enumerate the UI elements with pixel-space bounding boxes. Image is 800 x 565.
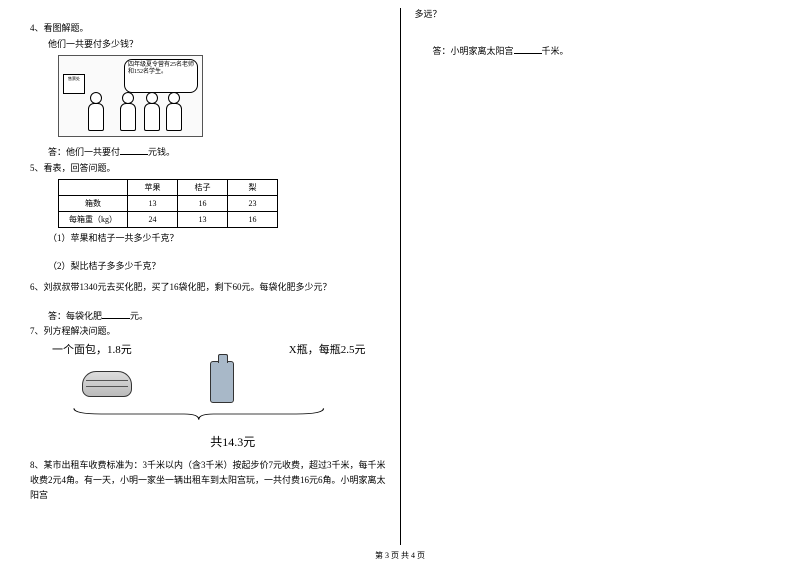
q4-subtext: 他们一共要付多少钱？: [30, 38, 386, 52]
table-row: 箱数 13 16 23: [59, 196, 278, 212]
q7-products: [52, 361, 366, 431]
table-cell: 24: [128, 212, 178, 228]
table-cell: 箱数: [59, 196, 128, 212]
q8-ans-prefix: 答：小明家离太阳宫: [433, 46, 514, 56]
ticket-sign: 售票处: [63, 74, 85, 94]
blank-field[interactable]: [514, 44, 542, 54]
table-cell: 13: [178, 212, 228, 228]
table-cell: 16: [178, 196, 228, 212]
q6-ans-prefix: 答：每袋化肥: [48, 311, 102, 321]
brace-icon: [72, 407, 326, 421]
table-cell: 23: [228, 196, 278, 212]
right-column: 多远？ 答：小明家离太阳宫 千米。: [403, 8, 771, 545]
bread-icon: [82, 371, 132, 397]
q8-continuation: 多远？: [415, 8, 771, 22]
blank-field[interactable]: [102, 309, 130, 319]
person-figure: [143, 92, 161, 134]
table-cell: 每箱重（kg）: [59, 212, 128, 228]
q4-illustration: 售票处 四年级夏令营有25名老师和152名学生。: [58, 55, 203, 137]
q5-sub2: （2）梨比桔子多多少千克？: [30, 260, 386, 274]
q7-number: 7、列方程解决问题。: [30, 325, 386, 339]
q8-answer-line: 答：小明家离太阳宫 千米。: [415, 44, 771, 59]
q6-answer-line: 答：每袋化肥 元。: [30, 309, 386, 324]
left-column: 4、看图解题。 他们一共要付多少钱？ 售票处 四年级夏令营有25名老师和152名…: [30, 8, 398, 545]
q5-table: 苹果 桔子 梨 箱数 13 16 23 每箱重（kg） 24 13 16: [58, 179, 278, 228]
person-figure: [119, 92, 137, 134]
table-header: [59, 180, 128, 196]
page-container: 4、看图解题。 他们一共要付多少钱？ 售票处 四年级夏令营有25名老师和152名…: [0, 0, 800, 565]
q7-total: 共14.3元: [30, 433, 386, 450]
blank-field[interactable]: [120, 145, 148, 155]
bottle-icon: [210, 361, 234, 403]
q4-ans-suffix: 元钱。: [148, 147, 175, 157]
q6-ans-suffix: 元。: [130, 311, 148, 321]
table-cell: 13: [128, 196, 178, 212]
q6-text: 6、刘叔叔带1340元去买化肥，买了16袋化肥，剩下60元。每袋化肥多少元？: [30, 281, 386, 295]
q4-ans-prefix: 答：他们一共要付: [48, 147, 120, 157]
q8-text: 8、某市出租车收费标准为：3千米以内（含3千米）按起步价7元收费，超过3千米，每…: [30, 458, 386, 504]
q5-sub1: （1）苹果和桔子一共多少千克？: [30, 232, 386, 246]
table-row: 每箱重（kg） 24 13 16: [59, 212, 278, 228]
q8-ans-suffix: 千米。: [542, 46, 569, 56]
table-row: 苹果 桔子 梨: [59, 180, 278, 196]
speech-bubble: 四年级夏令营有25名老师和152名学生。: [124, 59, 198, 93]
table-header: 桔子: [178, 180, 228, 196]
table-cell: 16: [228, 212, 278, 228]
q4-number: 4、看图解题。: [30, 22, 386, 36]
table-header: 苹果: [128, 180, 178, 196]
q5-number: 5、看表，回答问题。: [30, 162, 386, 176]
q7-right-label: X瓶，每瓶2.5元: [289, 341, 366, 357]
person-figure: [165, 92, 183, 134]
q4-answer-line: 答：他们一共要付 元钱。: [30, 145, 386, 160]
q7-left-label: 一个面包，1.8元: [52, 341, 132, 357]
q7-labels-row: 一个面包，1.8元 X瓶，每瓶2.5元: [30, 341, 386, 357]
column-divider: [400, 8, 401, 545]
page-footer: 第 3 页 共 4 页: [0, 550, 800, 561]
person-figure: [87, 92, 105, 134]
table-header: 梨: [228, 180, 278, 196]
